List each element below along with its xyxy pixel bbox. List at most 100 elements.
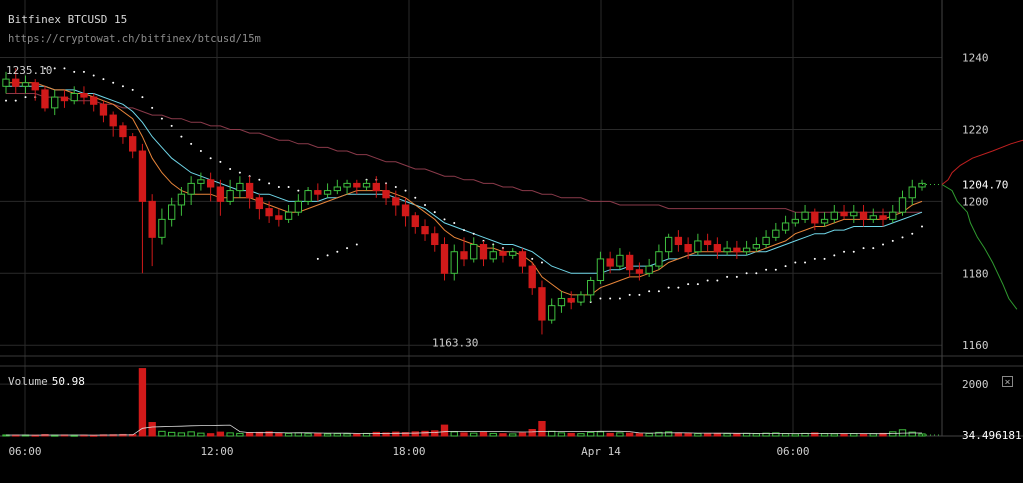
volume-bar	[655, 431, 663, 437]
psar-dot	[862, 247, 865, 250]
psar-dot	[355, 243, 358, 246]
psar-dot	[667, 286, 670, 289]
psar-dot	[774, 268, 777, 271]
candle	[362, 182, 371, 188]
close-icon[interactable]: ×	[1002, 376, 1013, 388]
candle	[830, 211, 838, 220]
candle	[138, 150, 147, 202]
y-tick-label: 1220	[962, 123, 989, 136]
volume-label: Volume 50.98	[8, 375, 85, 388]
volume-value: 50.98	[51, 375, 85, 388]
volume-bar	[674, 432, 683, 437]
volume-bar	[158, 430, 166, 437]
psar-dot	[463, 229, 465, 232]
candle	[918, 182, 926, 188]
psar-dot	[687, 283, 690, 286]
candle	[840, 211, 848, 217]
volume-bar	[557, 432, 566, 437]
volume-bar	[343, 433, 351, 437]
volume-bar	[138, 368, 147, 437]
psar-dot	[911, 232, 914, 235]
candle	[304, 190, 312, 202]
volume-bar	[820, 433, 829, 437]
volume-bar	[781, 433, 790, 437]
volume-bar	[479, 431, 488, 437]
volume-bar	[645, 432, 653, 437]
candle	[509, 251, 517, 256]
psar-dot	[326, 254, 329, 257]
psar-dot	[453, 221, 456, 224]
volume-label-text: Volume	[8, 375, 48, 388]
volume-bar	[353, 433, 361, 437]
candle	[440, 244, 449, 274]
candle	[382, 190, 390, 199]
psar-dot	[63, 67, 66, 70]
candle	[245, 182, 254, 199]
psar-dot	[151, 106, 154, 109]
psar-dot	[745, 272, 748, 275]
volume-bar	[791, 433, 799, 437]
candle	[21, 82, 30, 87]
psar-dot	[628, 293, 631, 296]
psar-dot	[833, 254, 836, 257]
psar-dot	[872, 247, 875, 250]
psar-dot	[121, 85, 124, 88]
candle	[538, 287, 546, 321]
volume-bar	[275, 432, 283, 437]
psar-dot	[112, 81, 115, 84]
candle	[674, 236, 683, 246]
psar-dot	[921, 225, 923, 228]
candle	[275, 215, 283, 220]
x-tick-label: 18:00	[392, 445, 425, 458]
psar-dot	[336, 250, 339, 253]
candle	[343, 182, 351, 188]
candle	[645, 265, 653, 274]
psar-dot	[404, 189, 407, 192]
volume-bar	[382, 432, 390, 437]
candle	[119, 125, 127, 138]
psar-dot	[852, 250, 855, 253]
volume-bar	[577, 433, 585, 437]
candle	[70, 92, 78, 102]
candle	[820, 218, 829, 224]
x-tick-label: 06:00	[8, 445, 41, 458]
psar-dot	[794, 261, 797, 264]
volume-bar	[811, 432, 819, 437]
candle	[518, 251, 527, 267]
candle	[206, 179, 215, 188]
candle	[557, 297, 566, 307]
psar-dot	[190, 142, 193, 145]
psar-dot	[433, 211, 436, 214]
volume-bar	[148, 422, 156, 437]
psar-dot	[540, 261, 543, 264]
psar-dot	[804, 261, 807, 264]
volume-bar	[684, 432, 692, 437]
psar-dot	[657, 290, 660, 293]
last-price-label: 1204.70	[962, 178, 1008, 191]
candle	[684, 244, 692, 253]
candle	[733, 247, 741, 253]
volume-bar	[460, 432, 468, 437]
volume-bar	[908, 431, 916, 437]
volume-bar	[772, 432, 780, 437]
candle	[577, 294, 585, 303]
psar-dot	[73, 70, 76, 73]
volume-bar	[284, 432, 293, 437]
psar-dot	[297, 189, 300, 192]
candle	[41, 89, 49, 109]
volume-bar	[625, 432, 634, 437]
psar-dot	[735, 275, 738, 278]
grid-lines	[0, 0, 1023, 437]
volume-bar	[703, 433, 712, 437]
psar-dot	[229, 168, 232, 171]
candle	[772, 229, 780, 238]
candle	[587, 279, 595, 296]
psar-dot	[287, 185, 290, 188]
psar-dot	[755, 272, 758, 275]
volume-bar	[187, 431, 195, 437]
y-tick-label: 1180	[962, 267, 989, 280]
volume-bar	[245, 432, 254, 437]
candle	[723, 247, 731, 253]
psar-dot	[258, 178, 261, 181]
